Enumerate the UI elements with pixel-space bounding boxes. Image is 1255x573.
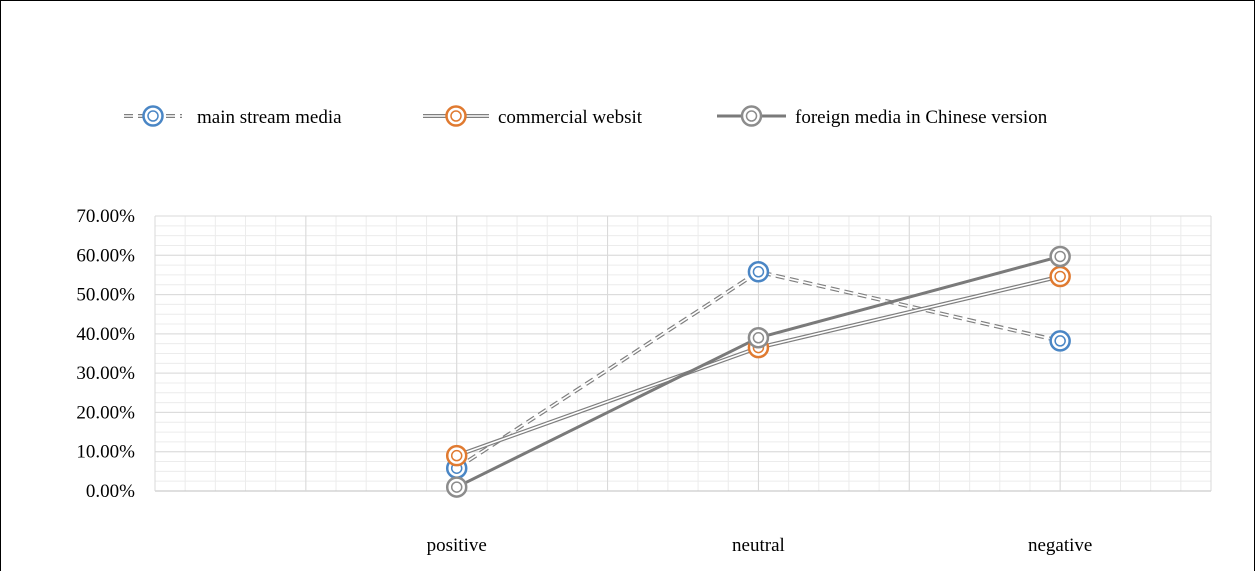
legend-label: main stream media	[197, 107, 342, 128]
series-markers	[445, 245, 1071, 498]
data-point-inner	[450, 449, 463, 462]
legend-marker	[740, 105, 763, 127]
data-point-inner	[450, 481, 463, 493]
y-tick-label: 0.00%	[86, 481, 135, 502]
data-point	[747, 327, 770, 349]
series-line-inner	[456, 270, 1061, 469]
legend-marker-inner	[745, 110, 758, 122]
y-axis-tick-labels: 0.00% 10.00% 20.00% 30.00% 40.00% 50.00% 60.00…	[76, 206, 135, 502]
data-point	[1049, 245, 1071, 268]
data-point	[747, 261, 770, 283]
data-point-inner	[1054, 335, 1066, 347]
data-point-inner	[1054, 270, 1066, 283]
legend-marker-inner	[450, 110, 462, 122]
y-tick-label: 40.00%	[76, 324, 135, 345]
legend-marker-inner	[147, 110, 159, 122]
x-tick-label: positive	[427, 535, 487, 556]
x-tick-label: neutral	[732, 535, 785, 556]
legend-marker	[142, 105, 164, 127]
legend-label: commercial websit	[498, 107, 643, 128]
x-axis-tick-labels: positive neutral negative	[427, 535, 1093, 556]
y-tick-label: 60.00%	[76, 245, 135, 266]
data-point-inner	[752, 266, 765, 278]
y-tick-label: 30.00%	[76, 363, 135, 384]
data-point	[445, 444, 468, 467]
data-point-inner	[752, 332, 765, 344]
data-point-inner	[1054, 250, 1066, 263]
legend-marker	[445, 105, 467, 127]
y-tick-label: 70.00%	[76, 206, 135, 227]
data-point	[1049, 330, 1071, 352]
data-point	[445, 476, 468, 498]
legend: main stream media commercial websit foreig…	[124, 105, 1048, 128]
y-tick-label: 10.00%	[76, 442, 135, 463]
legend-label: foreign media in Chinese version	[795, 107, 1048, 128]
major-gridlines	[154, 215, 1212, 492]
y-tick-label: 50.00%	[76, 285, 135, 306]
data-point	[1049, 265, 1071, 288]
y-tick-label: 20.00%	[76, 402, 135, 423]
x-tick-label: negative	[1028, 535, 1092, 556]
